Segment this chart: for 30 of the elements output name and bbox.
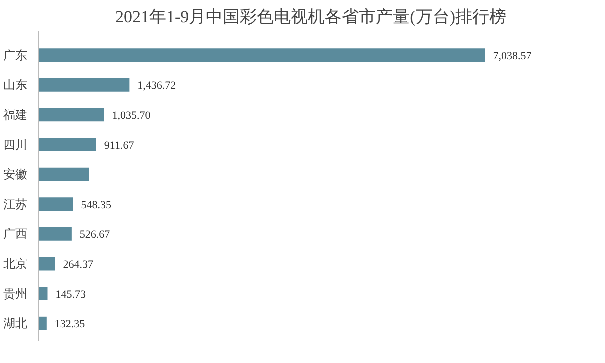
bar bbox=[38, 168, 90, 182]
bar bbox=[38, 257, 56, 271]
y-tick-label: 福建 bbox=[4, 108, 28, 122]
y-tick-label: 安徽 bbox=[4, 168, 28, 182]
y-tick-label: 北京 bbox=[4, 257, 28, 271]
bar bbox=[38, 78, 130, 92]
y-tick-label: 贵州 bbox=[4, 286, 28, 301]
data-label: 1,436.72 bbox=[138, 80, 176, 92]
data-label: 526.67 bbox=[80, 229, 111, 242]
data-label: 264.37 bbox=[63, 259, 94, 271]
y-tick-label: 广东 bbox=[4, 48, 28, 62]
data-label: 132.35 bbox=[54, 318, 86, 331]
data-label: 7,038.57 bbox=[493, 50, 532, 62]
bar bbox=[38, 108, 104, 122]
y-tick-label: 四川 bbox=[4, 138, 28, 152]
y-tick-label: 江苏 bbox=[4, 197, 28, 212]
chart-title: 2021年1-9月中国彩色电视机各省市产量(万台)排行榜 bbox=[116, 8, 506, 26]
y-tick-label: 山东 bbox=[4, 78, 28, 92]
bar bbox=[38, 287, 48, 301]
bar bbox=[38, 138, 96, 152]
bar bbox=[38, 48, 486, 62]
bar bbox=[38, 227, 72, 241]
data-label: 1,035.70 bbox=[112, 110, 152, 122]
bar bbox=[38, 198, 74, 212]
data-label: 548.35 bbox=[81, 199, 112, 212]
y-tick-label: 广西 bbox=[4, 227, 28, 242]
data-label: 911.67 bbox=[104, 140, 135, 152]
data-label: 145.73 bbox=[56, 288, 86, 301]
y-tick-label: 湖北 bbox=[4, 316, 28, 331]
bar bbox=[38, 316, 47, 330]
